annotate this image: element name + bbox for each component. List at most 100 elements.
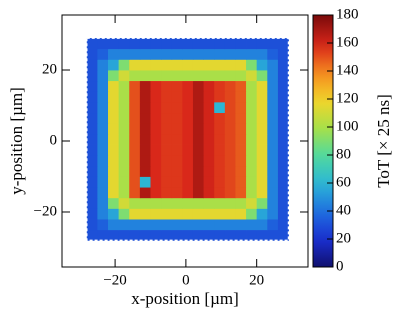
heatmap-cell xyxy=(118,123,130,135)
colorbar-tick-label: 60 xyxy=(336,174,351,190)
heatmap-cell xyxy=(97,133,109,145)
heatmap-cell xyxy=(246,80,258,92)
heatmap-cell xyxy=(267,155,279,167)
heatmap-cell xyxy=(235,112,247,124)
heatmap-cell xyxy=(108,165,120,177)
heatmap-cell xyxy=(171,59,183,71)
heatmap-cell xyxy=(129,219,141,231)
heatmap-cell xyxy=(235,48,247,60)
x-axis-label: x-position [µm] xyxy=(131,289,239,308)
heatmap-cell xyxy=(277,219,289,231)
heatmap-cell xyxy=(161,133,173,145)
heatmap-cell xyxy=(214,133,226,145)
heatmap-cell xyxy=(277,91,289,103)
heatmap-cell xyxy=(161,59,173,71)
heatmap-cell xyxy=(224,38,236,50)
heatmap-cell xyxy=(182,80,194,92)
heatmap-cell xyxy=(192,59,204,71)
heatmap-cell xyxy=(235,133,247,145)
heatmap-cell xyxy=(129,187,141,199)
heatmap-cell xyxy=(118,208,130,220)
heatmap-cell xyxy=(267,165,279,177)
heatmap-cell xyxy=(235,144,247,156)
heatmap-cell xyxy=(246,176,258,188)
heatmap-cell xyxy=(139,38,151,50)
heatmap-cell xyxy=(256,165,268,177)
heatmap-cell xyxy=(214,112,226,124)
heatmap-cell xyxy=(267,59,279,71)
heatmap-cell xyxy=(118,165,130,177)
heatmap-cell xyxy=(192,219,204,231)
heatmap-cell xyxy=(182,112,194,124)
heatmap-cell xyxy=(129,91,141,103)
heatmap-cell xyxy=(256,101,268,114)
heatmap-cell xyxy=(97,101,109,114)
heatmap-cell xyxy=(192,197,204,209)
heatmap-cell xyxy=(97,155,109,167)
heatmap-cell xyxy=(246,197,258,209)
heatmap-cell xyxy=(150,91,162,103)
heatmap-cell xyxy=(97,187,109,199)
heatmap-cell xyxy=(267,187,279,199)
heatmap-cell xyxy=(224,176,236,188)
heatmap-cell xyxy=(182,219,194,231)
heatmap-cell xyxy=(86,101,98,114)
heatmap-cell xyxy=(161,176,173,188)
heatmap-cell xyxy=(150,165,162,177)
heatmap-cell xyxy=(277,208,289,220)
heatmap-cell xyxy=(161,229,173,241)
heatmap-cell xyxy=(256,70,268,82)
sensor-outline xyxy=(86,37,290,242)
heatmap-cell xyxy=(214,48,226,60)
heatmap-cell xyxy=(203,91,215,103)
heatmap-cell xyxy=(129,144,141,156)
heatmap-cell xyxy=(256,91,268,103)
heatmap-cell xyxy=(139,123,151,135)
heatmap-cell xyxy=(171,219,183,231)
colorbar-tick-label: 140 xyxy=(336,62,359,78)
heatmap-cell xyxy=(97,208,109,220)
heatmap-cell xyxy=(171,155,183,167)
heatmap-cell xyxy=(161,91,173,103)
heatmap-cell xyxy=(182,38,194,50)
heatmap-cell xyxy=(171,112,183,124)
heatmap-cell xyxy=(256,112,268,124)
heatmap-cell xyxy=(108,48,120,60)
heatmap-cell xyxy=(139,91,151,103)
heatmap-cell xyxy=(203,70,215,82)
heatmap-cell xyxy=(150,112,162,124)
heatmap-cell xyxy=(86,219,98,231)
heatmap-cell xyxy=(97,59,109,71)
heatmap-cell xyxy=(97,144,109,156)
heatmap-cell xyxy=(267,48,279,60)
heatmap-cell xyxy=(129,133,141,145)
heatmap-cell xyxy=(171,165,183,177)
heatmap-cell xyxy=(161,208,173,220)
heatmap-cell xyxy=(118,133,130,145)
heatmap-cell xyxy=(139,165,151,177)
heatmap-cell xyxy=(129,112,141,124)
heatmap-cell xyxy=(182,59,194,71)
colorbar-tick-label: 0 xyxy=(336,258,344,274)
heatmap-cell xyxy=(277,48,289,60)
heatmap-cell xyxy=(246,144,258,156)
heatmap-cell xyxy=(192,144,204,156)
heatmap-cell xyxy=(118,229,130,241)
heatmap-cell xyxy=(277,80,289,92)
heatmap-cell xyxy=(150,197,162,209)
heatmap-cell xyxy=(246,208,258,220)
colorbar-tick-label: 160 xyxy=(336,34,359,50)
heatmap-cell xyxy=(214,80,226,92)
y-tick-label: 0 xyxy=(50,132,58,148)
heatmap-cell xyxy=(277,101,289,114)
heatmap-cell xyxy=(224,101,236,114)
heatmap-cell xyxy=(129,59,141,71)
heatmap-cell xyxy=(214,229,226,241)
heatmap-cell xyxy=(267,91,279,103)
heatmap-cell xyxy=(235,197,247,209)
heatmap-cell xyxy=(246,229,258,241)
heatmap-cell xyxy=(277,70,289,82)
heatmap-cell xyxy=(129,229,141,241)
heatmap-cell xyxy=(277,123,289,135)
heatmap-cell xyxy=(224,112,236,124)
